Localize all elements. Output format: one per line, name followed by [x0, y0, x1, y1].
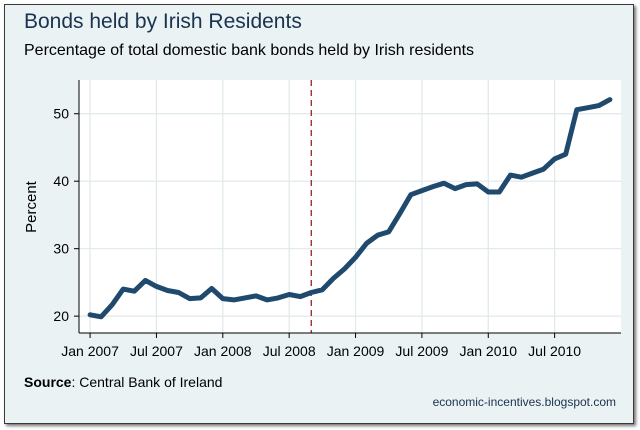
y-tick-label-50: 50 [53, 106, 69, 122]
plot-area [79, 80, 621, 333]
x-tick-label-2008-01: Jan 2008 [194, 343, 252, 359]
x-tick-label-2007-07: Jul 2007 [130, 343, 183, 359]
x-tick-label-2007-01: Jan 2007 [61, 343, 119, 359]
blog-credit: economic-incentives.blogspot.com [432, 395, 616, 409]
source-text: : Central Bank of Ireland [71, 374, 223, 390]
y-tick-label-20: 20 [53, 308, 69, 324]
series-points-0 [90, 99, 610, 317]
x-tick-label-2009-01: Jan 2009 [327, 343, 385, 359]
y-axis-label: Percent [23, 180, 40, 233]
x-tick-label-2008-07: Jul 2008 [263, 343, 316, 359]
chart-title: Bonds held by Irish Residents [24, 10, 302, 33]
y-tick-label-30: 30 [53, 241, 69, 257]
x-tick-label-2010-01: Jan 2010 [459, 343, 517, 359]
chart-subtitle: Percentage of total domestic bank bonds … [24, 42, 475, 59]
source-label: Source [24, 374, 72, 390]
y-tick-label-40: 40 [53, 173, 69, 189]
x-tick-label-2010-07: Jul 2010 [528, 343, 581, 359]
x-tick-label-2009-07: Jul 2009 [395, 343, 448, 359]
source-note: Source: Central Bank of Ireland [24, 374, 222, 390]
series-line-0 [87, 97, 613, 320]
